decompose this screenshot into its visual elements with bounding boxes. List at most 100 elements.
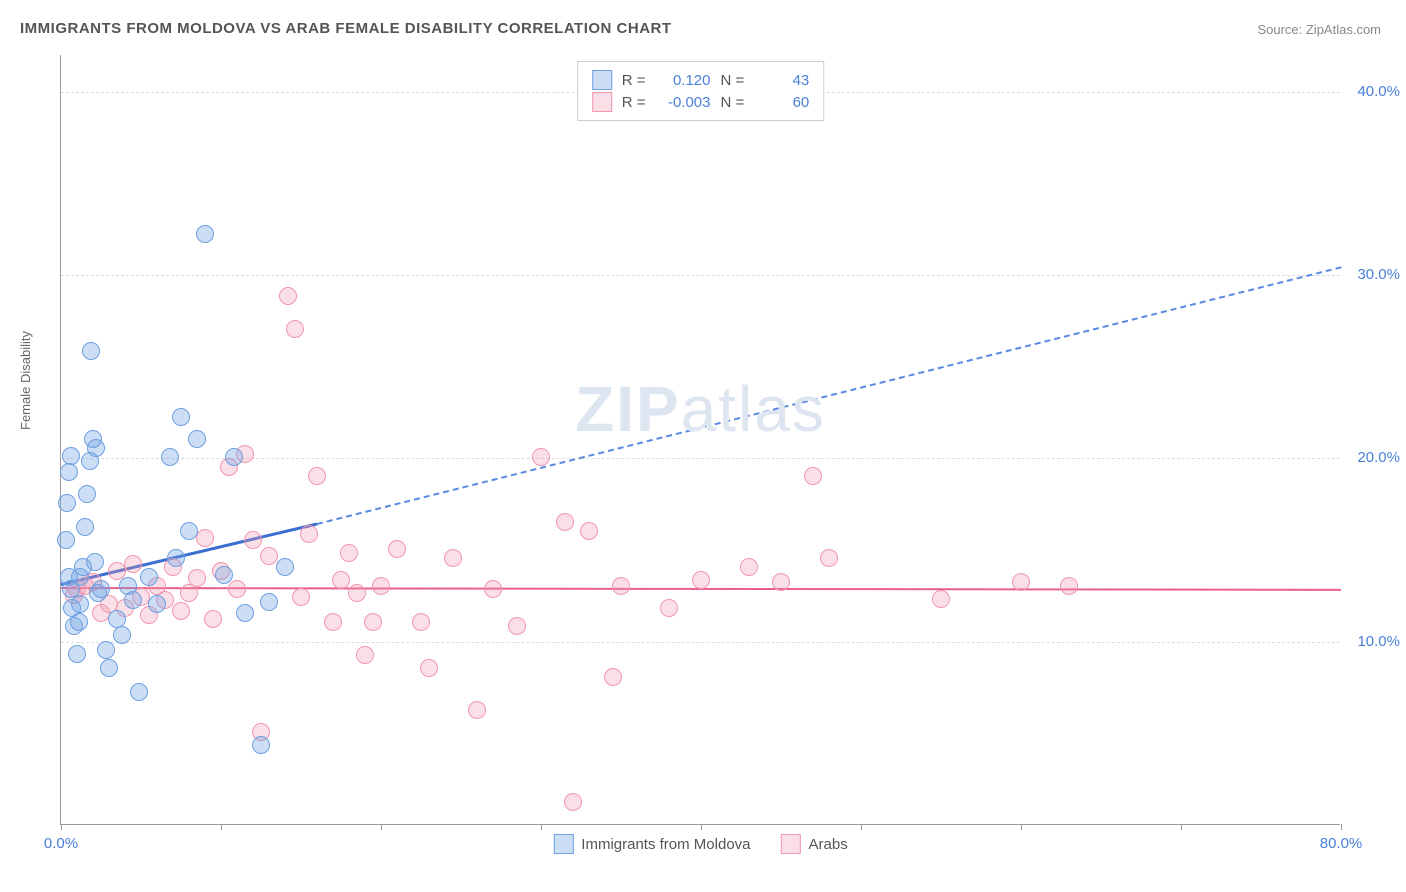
legend-row-blue: R = 0.120 N = 43: [592, 70, 810, 90]
r-label: R =: [622, 94, 646, 111]
legend-label-blue: Immigrants from Moldova: [581, 836, 750, 853]
source-label: Source: ZipAtlas.com: [1257, 22, 1381, 37]
gridline: [61, 458, 1340, 459]
y-tick-label: 10.0%: [1345, 633, 1400, 650]
gridline: [61, 642, 1340, 643]
data-point: [172, 408, 190, 426]
data-point: [215, 566, 233, 584]
data-point: [58, 494, 76, 512]
data-point: [167, 549, 185, 567]
chart-title: IMMIGRANTS FROM MOLDOVA VS ARAB FEMALE D…: [20, 20, 672, 37]
x-tick: [221, 824, 222, 830]
data-point: [604, 668, 622, 686]
data-point: [348, 584, 366, 602]
data-point: [412, 613, 430, 631]
data-point: [57, 531, 75, 549]
data-point: [76, 518, 94, 536]
data-point: [78, 485, 96, 503]
data-point: [276, 558, 294, 576]
data-point: [71, 568, 89, 586]
data-point: [62, 447, 80, 465]
data-point: [92, 580, 110, 598]
data-point: [188, 430, 206, 448]
x-tick: [861, 824, 862, 830]
data-point: [82, 342, 100, 360]
data-point: [820, 549, 838, 567]
x-tick: [1181, 824, 1182, 830]
swatch-blue: [553, 834, 573, 854]
data-point: [300, 525, 318, 543]
data-point: [292, 588, 310, 606]
data-point: [87, 439, 105, 457]
data-point: [86, 553, 104, 571]
data-point: [70, 613, 88, 631]
watermark: ZIPatlas: [575, 372, 826, 446]
y-tick-label: 20.0%: [1345, 449, 1400, 466]
data-point: [108, 610, 126, 628]
data-point: [244, 531, 262, 549]
data-point: [580, 522, 598, 540]
data-point: [113, 626, 131, 644]
data-point: [260, 547, 278, 565]
data-point: [130, 683, 148, 701]
n-value-pink: 60: [754, 94, 809, 111]
watermark-bold: ZIP: [575, 373, 681, 445]
gridline: [61, 275, 1340, 276]
data-point: [388, 540, 406, 558]
data-point: [564, 793, 582, 811]
data-point: [332, 571, 350, 589]
x-tick-label: 80.0%: [1320, 835, 1363, 852]
x-tick: [541, 824, 542, 830]
data-point: [324, 613, 342, 631]
data-point: [228, 580, 246, 598]
data-point: [180, 522, 198, 540]
x-tick: [1021, 824, 1022, 830]
swatch-blue: [592, 70, 612, 90]
data-point: [236, 604, 254, 622]
data-point: [532, 448, 550, 466]
r-label: R =: [622, 72, 646, 89]
y-axis-label: Female Disability: [18, 331, 33, 430]
data-point: [484, 580, 502, 598]
data-point: [97, 641, 115, 659]
swatch-pink: [781, 834, 801, 854]
data-point: [68, 645, 86, 663]
data-point: [260, 593, 278, 611]
legend-label-pink: Arabs: [809, 836, 848, 853]
data-point: [225, 448, 243, 466]
data-point: [804, 467, 822, 485]
data-point: [60, 463, 78, 481]
legend-series: Immigrants from Moldova Arabs: [553, 834, 847, 854]
data-point: [556, 513, 574, 531]
trend-line: [317, 266, 1341, 525]
legend-row-pink: R = -0.003 N = 60: [592, 92, 810, 112]
data-point: [204, 610, 222, 628]
legend-correlation: R = 0.120 N = 43 R = -0.003 N = 60: [577, 61, 825, 121]
r-value-pink: -0.003: [656, 94, 711, 111]
data-point: [364, 613, 382, 631]
data-point: [188, 569, 206, 587]
data-point: [161, 448, 179, 466]
x-tick: [381, 824, 382, 830]
y-tick-label: 30.0%: [1345, 266, 1400, 283]
data-point: [124, 555, 142, 573]
data-point: [740, 558, 758, 576]
data-point: [196, 529, 214, 547]
data-point: [140, 568, 158, 586]
y-tick-label: 40.0%: [1345, 83, 1400, 100]
legend-item-blue: Immigrants from Moldova: [553, 834, 750, 854]
data-point: [286, 320, 304, 338]
data-point: [692, 571, 710, 589]
swatch-pink: [592, 92, 612, 112]
x-tick: [701, 824, 702, 830]
data-point: [772, 573, 790, 591]
data-point: [279, 287, 297, 305]
data-point: [196, 225, 214, 243]
r-value-blue: 0.120: [656, 72, 711, 89]
n-value-blue: 43: [754, 72, 809, 89]
data-point: [356, 646, 374, 664]
data-point: [444, 549, 462, 567]
data-point: [172, 602, 190, 620]
data-point: [1060, 577, 1078, 595]
data-point: [660, 599, 678, 617]
